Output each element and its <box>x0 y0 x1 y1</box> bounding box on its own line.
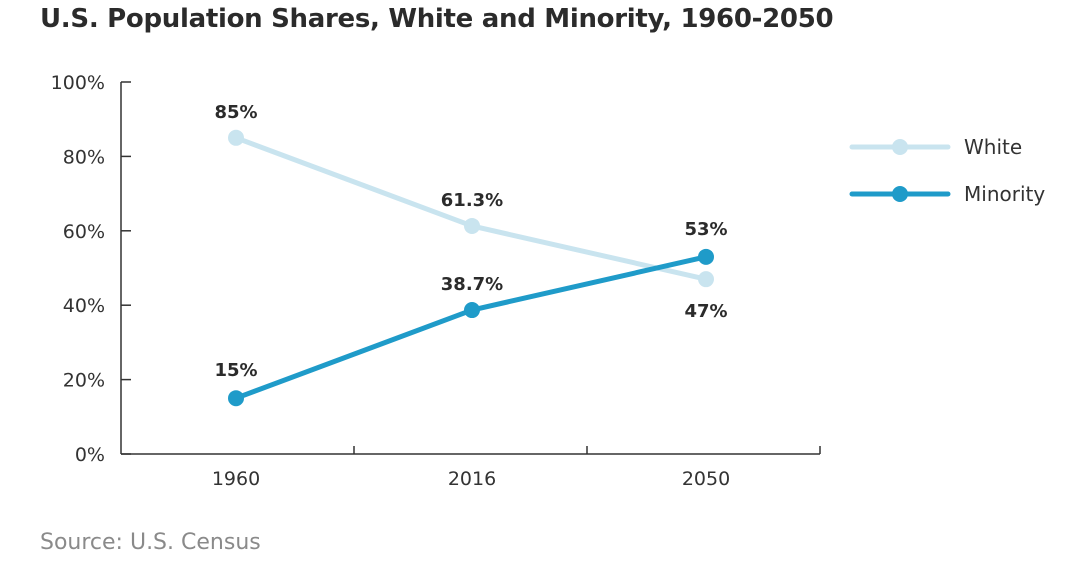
y-tick-label: 100% <box>51 72 105 94</box>
legend-label-minority: Minority <box>964 182 1045 206</box>
series-layer <box>228 129 714 407</box>
y-tick-label: 80% <box>63 146 105 168</box>
point-minority-2050 <box>698 248 714 265</box>
y-tick-label: 20% <box>63 370 105 392</box>
data-label-white-2050: 47% <box>684 301 727 322</box>
legend-marker-minority <box>892 186 908 202</box>
data-label-minority-1960: 15% <box>214 360 257 381</box>
x-tick-label: 1960 <box>212 468 260 490</box>
point-white-1960 <box>228 129 244 146</box>
point-minority-2016 <box>464 302 480 319</box>
data-label-minority-2016: 38.7% <box>441 274 503 295</box>
source-note: Source: U.S. Census <box>40 530 261 555</box>
point-minority-1960 <box>228 390 244 407</box>
data-label-white-1960: 85% <box>214 102 257 123</box>
axes: 0% 20% 40% 60% 80% 100% 1960 2016 2050 <box>51 72 821 490</box>
y-tick-label: 40% <box>63 295 105 317</box>
chart-title: U.S. Population Shares, White and Minori… <box>40 4 834 34</box>
legend-marker-white <box>892 139 908 155</box>
y-tick-label: 60% <box>63 221 105 243</box>
data-label-minority-2050: 53% <box>684 219 727 240</box>
data-labels: 85% 61.3% 47% 15% 38.7% 53% <box>214 102 727 381</box>
point-white-2050 <box>698 271 714 288</box>
x-tick-label: 2050 <box>682 468 730 490</box>
data-label-white-2016: 61.3% <box>441 190 503 211</box>
legend-label-white: White <box>964 135 1022 159</box>
y-tick-label: 0% <box>75 444 105 466</box>
x-tick-label: 2016 <box>448 468 496 490</box>
point-white-2016 <box>464 217 480 234</box>
legend: White Minority <box>849 135 1045 206</box>
